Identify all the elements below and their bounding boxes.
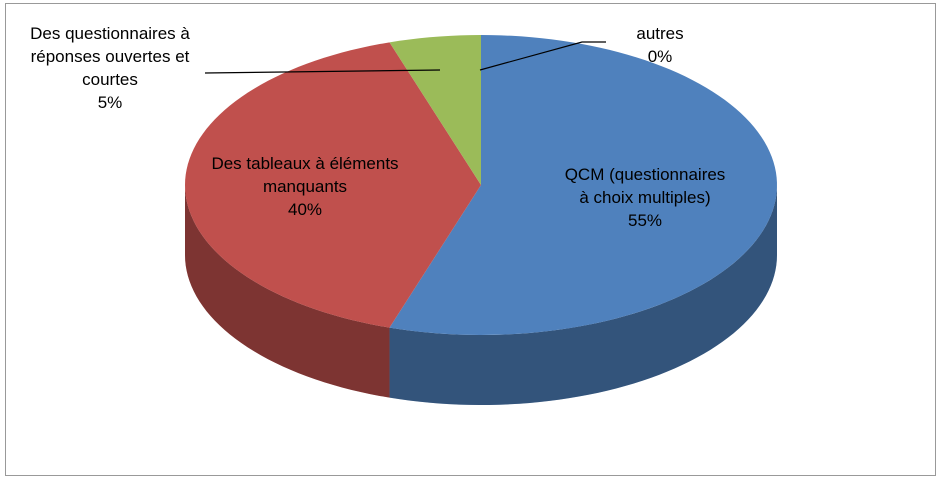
slice [389,35,777,335]
value-label: 5% [97,93,123,112]
value-label: 0% [647,47,673,66]
leader-line [479,41,606,71]
slice-label: QCM (questionnaires à choix multiples) 55… [560,163,730,232]
slice-side-shade [185,185,390,398]
slice-label: autres 0% [590,22,730,68]
leader-line [204,69,441,74]
slice-side [389,185,777,405]
slice-label: Des tableaux à éléments manquants 40% [210,152,400,221]
category-name: Des tableaux à éléments manquants [211,154,399,196]
category-name: autres [636,24,684,43]
sides [185,185,777,405]
slice-side-shade [389,185,777,405]
category-name: Des questionnaires à réponses ouvertes e… [30,24,190,89]
slice-label: Des questionnaires à réponses ouvertes e… [20,22,200,114]
slice-side [185,185,390,398]
tops [185,35,777,335]
value-label: 55% [627,211,663,230]
category-name: QCM (questionnaires à choix multiples) [564,165,726,207]
slice [185,42,481,328]
value-label: 40% [287,200,323,219]
slice [389,35,481,185]
